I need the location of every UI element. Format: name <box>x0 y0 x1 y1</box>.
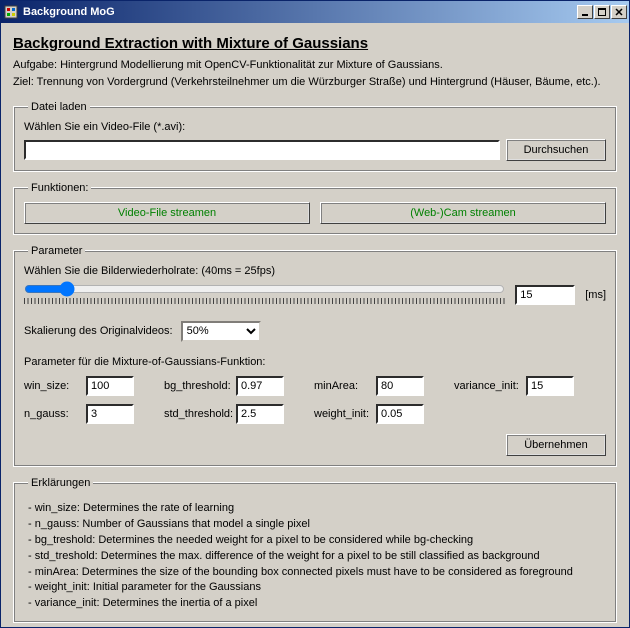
minarea-label: minArea: <box>314 380 376 392</box>
close-button[interactable] <box>611 5 627 19</box>
window-title: Background MoG <box>23 6 577 18</box>
file-path-input[interactable] <box>24 140 500 160</box>
variance-init-label: variance_init: <box>454 380 526 392</box>
fps-label: Wählen Sie die Bilderwiederholrate: (40m… <box>24 265 606 277</box>
explanation-item: weight_init: Initial parameter for the G… <box>28 580 606 596</box>
bg-threshold-label: bg_threshold: <box>164 380 236 392</box>
stream-video-button[interactable]: Video-File streamen <box>24 202 310 224</box>
win-size-label: win_size: <box>24 380 86 392</box>
app-icon <box>3 4 19 20</box>
n-gauss-input[interactable] <box>86 404 134 424</box>
minimize-button[interactable] <box>577 5 593 19</box>
erklaerungen-legend: Erklärungen <box>28 477 93 489</box>
std-threshold-label: std_threshold: <box>164 408 236 420</box>
fps-slider[interactable] <box>24 281 505 297</box>
fps-value-input[interactable] <box>515 285 575 305</box>
explanation-item: variance_init: Determines the inertia of… <box>28 596 606 612</box>
titlebar: Background MoG <box>1 1 629 23</box>
explanation-item: bg_treshold: Determines the needed weigh… <box>28 533 606 549</box>
window-buttons <box>577 5 627 19</box>
ziel-text: Ziel: Trennung von Vordergrund (Verkehrs… <box>13 75 617 90</box>
funktionen-group: Funktionen: Video-File streamen (Web-)Ca… <box>13 182 617 235</box>
window: Background MoG Background Extraction wit… <box>0 0 630 628</box>
file-load-legend: Datei laden <box>28 101 90 113</box>
std-threshold-input[interactable] <box>236 404 284 424</box>
parameter-legend: Parameter <box>28 245 85 257</box>
fps-slider-wrap <box>24 281 505 309</box>
apply-button[interactable]: Übernehmen <box>506 434 606 456</box>
slider-ticks <box>24 298 505 304</box>
variance-init-input[interactable] <box>526 376 574 396</box>
stream-cam-button[interactable]: (Web-)Cam streamen <box>320 202 606 224</box>
scale-label: Skalierung des Originalvideos: <box>24 325 173 337</box>
n-gauss-label: n_gauss: <box>24 408 86 420</box>
file-load-group: Datei laden Wählen Sie ein Video-File (*… <box>13 101 617 172</box>
minarea-input[interactable] <box>376 376 424 396</box>
bg-threshold-input[interactable] <box>236 376 284 396</box>
mog-label: Parameter für die Mixture-of-Gaussians-F… <box>24 356 606 368</box>
weight-init-label: weight_init: <box>314 408 376 420</box>
win-size-input[interactable] <box>86 376 134 396</box>
fps-unit: [ms] <box>585 289 606 301</box>
explanation-list: win_size: Determines the rate of learnin… <box>24 501 606 613</box>
browse-button[interactable]: Durchsuchen <box>506 139 606 161</box>
weight-init-input[interactable] <box>376 404 424 424</box>
explanation-item: win_size: Determines the rate of learnin… <box>28 501 606 517</box>
scale-dropdown[interactable]: 50% <box>181 321 261 342</box>
erklaerungen-group: Erklärungen win_size: Determines the rat… <box>13 477 617 624</box>
funktionen-legend: Funktionen: <box>28 182 91 194</box>
file-load-label: Wählen Sie ein Video-File (*.avi): <box>24 121 606 133</box>
parameter-group: Parameter Wählen Sie die Bilderwiederhol… <box>13 245 617 467</box>
aufgabe-text: Aufgabe: Hintergrund Modellierung mit Op… <box>13 58 617 73</box>
maximize-button[interactable] <box>594 5 610 19</box>
page-title: Background Extraction with Mixture of Ga… <box>13 35 617 52</box>
explanation-item: minArea: Determines the size of the boun… <box>28 565 606 581</box>
explanation-item: n_gauss: Number of Gaussians that model … <box>28 517 606 533</box>
content: Background Extraction with Mixture of Ga… <box>1 23 629 627</box>
explanation-item: std_treshold: Determines the max. differ… <box>28 549 606 565</box>
